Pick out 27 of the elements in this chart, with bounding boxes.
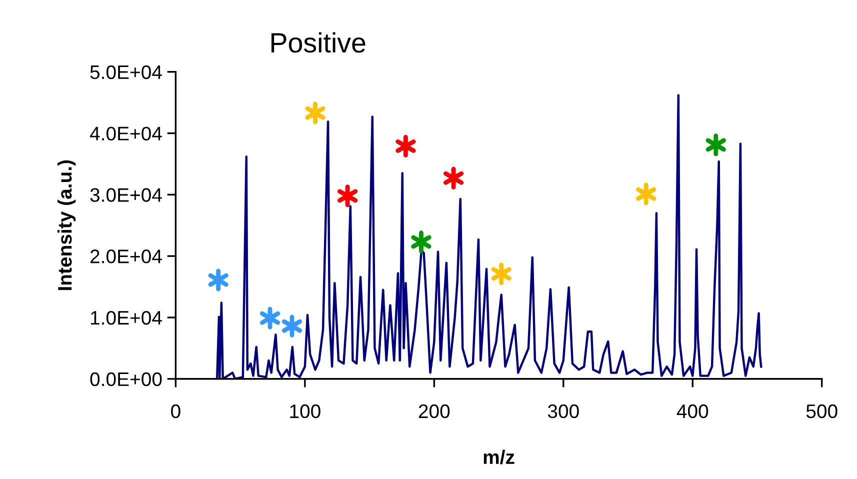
y-tick-label: 2.0E+04 <box>90 250 162 264</box>
line-series <box>216 94 762 379</box>
point <box>260 306 280 330</box>
y-tick-label: 1.0E+04 <box>90 310 162 325</box>
y-tick-label: 0.0E+00 <box>90 372 162 386</box>
x-tick-label: 300 <box>548 404 579 418</box>
point <box>208 268 228 292</box>
y-tick-label: 3.0E+04 <box>90 188 162 202</box>
chart-title: Positive <box>271 32 366 53</box>
x-tick-label: 100 <box>290 404 320 418</box>
y-axis-title: Intensity (a.u.) <box>57 160 76 290</box>
x-tick-label: 500 <box>806 404 838 418</box>
point <box>396 134 416 158</box>
point <box>443 166 464 190</box>
point <box>636 182 656 206</box>
point <box>491 262 512 286</box>
point <box>706 134 726 156</box>
point <box>282 314 302 338</box>
point <box>411 230 432 254</box>
point <box>338 184 358 208</box>
x-tick-label: 200 <box>418 404 450 418</box>
x-tick-label: 400 <box>676 404 708 418</box>
y-tick-label: 4.0E+04 <box>90 126 162 140</box>
point <box>305 102 326 124</box>
x-axis-title: m/z <box>484 450 514 464</box>
y-tick-label: 5.0E+04 <box>90 65 162 80</box>
x-tick-label: 0 <box>171 404 180 418</box>
